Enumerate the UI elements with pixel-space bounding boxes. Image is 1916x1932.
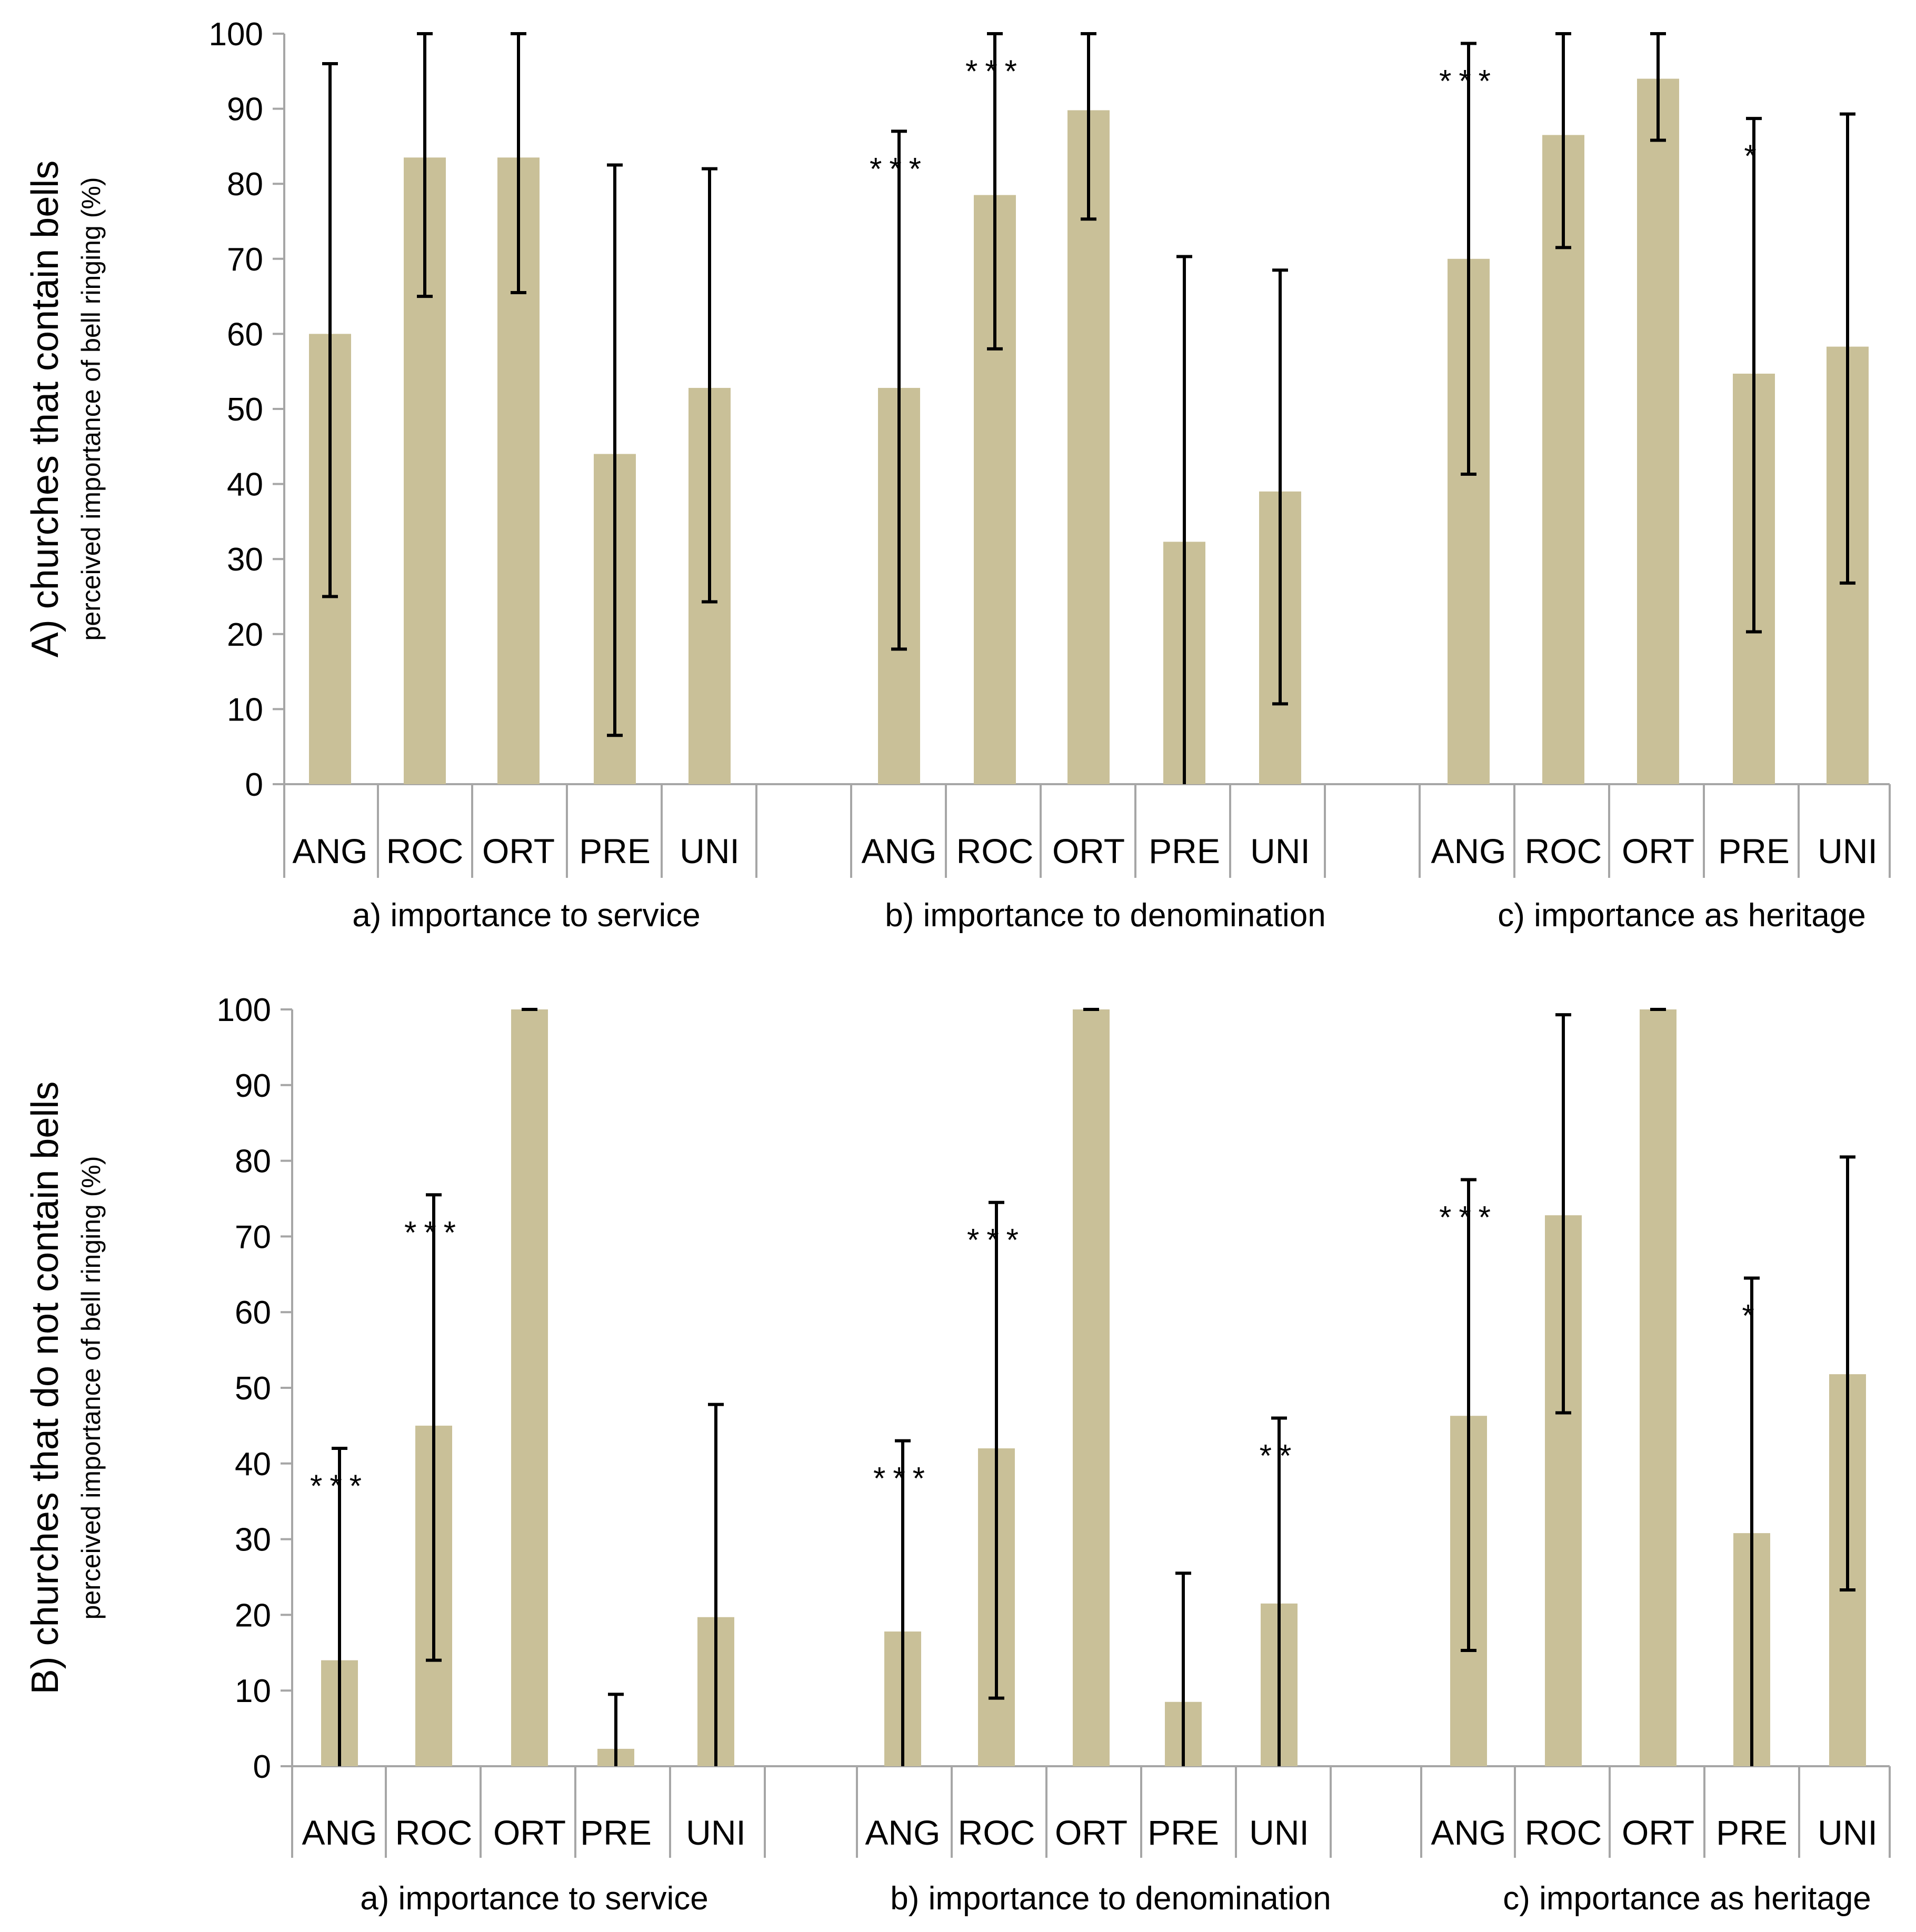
category-label: PRE bbox=[1149, 832, 1220, 870]
y-tick-label: 80 bbox=[235, 1144, 271, 1180]
significance-label: *** bbox=[967, 1223, 1026, 1258]
bar-c-ORT bbox=[1637, 78, 1679, 784]
category-label: ORT bbox=[1622, 832, 1694, 870]
category-label: ANG bbox=[865, 1813, 940, 1852]
category-label: UNI bbox=[1250, 832, 1310, 870]
y-tick-label: 40 bbox=[227, 467, 263, 503]
group-label: a) importance to service bbox=[360, 1880, 708, 1917]
y-tick-label: 50 bbox=[227, 392, 263, 428]
significance-label: *** bbox=[870, 151, 929, 186]
y-tick-label: 40 bbox=[235, 1446, 271, 1483]
category-label: ROC bbox=[386, 832, 464, 870]
group-label: b) importance to denomination bbox=[890, 1880, 1331, 1917]
y-tick-label: 100 bbox=[217, 992, 271, 1028]
y-tick-label: 10 bbox=[227, 692, 263, 728]
category-label: ANG bbox=[292, 832, 367, 870]
category-label: ORT bbox=[482, 832, 555, 870]
y-tick-label: 60 bbox=[235, 1295, 271, 1331]
significance-label: * bbox=[1744, 138, 1763, 174]
significance-label: *** bbox=[1439, 64, 1498, 99]
group-label: a) importance to service bbox=[352, 897, 701, 934]
y-tick-label: 10 bbox=[235, 1673, 271, 1709]
category-label: UNI bbox=[680, 832, 740, 870]
y-axis-subtitle: perceived importance of bell ringing (%) bbox=[76, 1156, 106, 1620]
y-tick-label: 70 bbox=[227, 242, 263, 278]
y-tick-label: 30 bbox=[227, 542, 263, 578]
significance-label: *** bbox=[1439, 1200, 1498, 1235]
y-tick-label: 50 bbox=[235, 1370, 271, 1407]
category-label: PRE bbox=[1718, 832, 1790, 870]
y-tick-label: 60 bbox=[227, 316, 263, 353]
y-axis-title: A) churches that contain bells bbox=[24, 161, 66, 658]
y-tick-label: 30 bbox=[235, 1522, 271, 1558]
y-axis-subtitle: perceived importance of bell ringing (%) bbox=[76, 177, 106, 641]
significance-label: *** bbox=[310, 1468, 369, 1504]
y-tick-label: 80 bbox=[227, 166, 263, 203]
category-label: UNI bbox=[1818, 832, 1878, 870]
category-label: ANG bbox=[861, 832, 936, 870]
category-label: ROC bbox=[1525, 832, 1602, 870]
bar-b-ORT bbox=[1067, 110, 1110, 784]
category-label: ORT bbox=[1622, 1813, 1694, 1852]
category-label: PRE bbox=[579, 832, 651, 870]
group-label: c) importance as heritage bbox=[1498, 897, 1866, 934]
y-axis-title: B) churches that do not contain bells bbox=[24, 1082, 66, 1695]
category-label: PRE bbox=[1716, 1813, 1788, 1852]
y-tick-label: 90 bbox=[235, 1068, 271, 1104]
category-label: UNI bbox=[1249, 1813, 1309, 1852]
significance-label: *** bbox=[873, 1461, 932, 1496]
y-tick-label: 20 bbox=[227, 617, 263, 653]
category-label: PRE bbox=[1147, 1813, 1219, 1852]
category-label: ANG bbox=[1431, 832, 1506, 870]
y-tick-label: 0 bbox=[245, 767, 263, 803]
bar-a-ORT bbox=[511, 1009, 548, 1766]
category-label: ORT bbox=[1052, 832, 1125, 870]
category-label: PRE bbox=[580, 1813, 652, 1852]
category-label: ANG bbox=[1431, 1813, 1506, 1852]
y-tick-label: 100 bbox=[209, 16, 263, 53]
category-label: ROC bbox=[958, 1813, 1035, 1852]
category-label: ORT bbox=[493, 1813, 566, 1852]
category-label: ROC bbox=[1525, 1813, 1602, 1852]
category-label: ANG bbox=[302, 1813, 377, 1852]
significance-label: *** bbox=[965, 54, 1024, 89]
y-tick-label: 0 bbox=[253, 1749, 271, 1785]
category-label: UNI bbox=[1818, 1813, 1878, 1852]
bar-c-ORT bbox=[1640, 1009, 1676, 1766]
y-tick-label: 90 bbox=[227, 92, 263, 128]
group-label: c) importance as heritage bbox=[1503, 1880, 1871, 1917]
significance-label: ** bbox=[1260, 1438, 1299, 1474]
significance-label: * bbox=[1742, 1298, 1761, 1333]
significance-label: *** bbox=[404, 1215, 463, 1250]
bar-b-ORT bbox=[1073, 1009, 1110, 1766]
category-label: ROC bbox=[956, 832, 1034, 870]
y-tick-label: 20 bbox=[235, 1597, 271, 1634]
group-label: b) importance to denomination bbox=[885, 897, 1325, 934]
y-tick-label: 70 bbox=[235, 1219, 271, 1255]
category-label: ROC bbox=[395, 1813, 473, 1852]
category-label: UNI bbox=[686, 1813, 746, 1852]
panel-A: 0 10 20 30 40 50 60 70 80 90 100 ANG ROC ORT PRE UNI a) … bbox=[24, 16, 1891, 934]
category-label: ORT bbox=[1055, 1813, 1127, 1852]
